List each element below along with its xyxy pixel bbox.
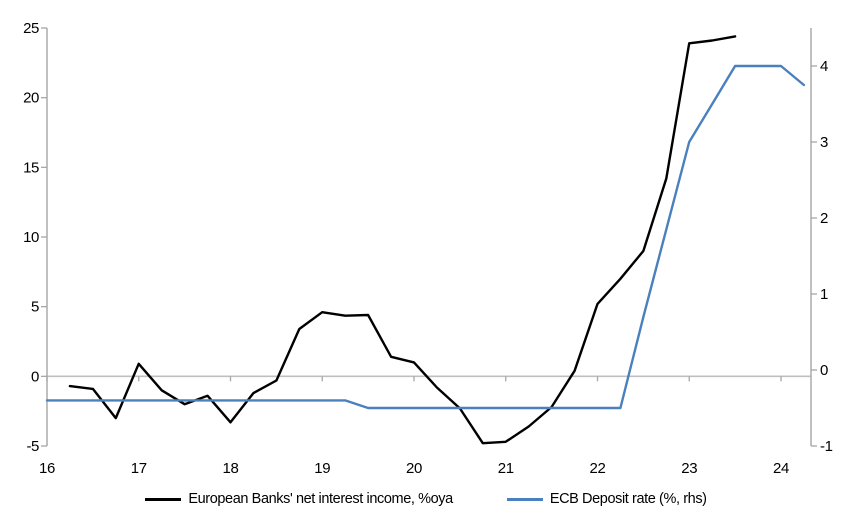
legend-item-net-interest-income: European Banks' net interest income, %oy…: [145, 491, 453, 507]
x-axis-tick-label: 18: [223, 460, 239, 477]
x-axis-tick-label: 23: [681, 460, 697, 477]
x-axis-tick-label: 21: [498, 460, 514, 477]
left-axis-tick-label: 20: [23, 90, 39, 107]
net-interest-income-line: [68, 35, 737, 445]
left-axis-tick-label: -5: [26, 438, 39, 455]
left-axis-tick-label: 0: [31, 368, 39, 385]
x-axis-tick-label: 20: [406, 460, 422, 477]
left-axis-tick-label: 15: [23, 159, 39, 176]
left-axis-tick-label: 10: [23, 229, 39, 246]
right-axis-tick-label: 4: [820, 58, 828, 75]
x-axis-tick-label: 19: [314, 460, 330, 477]
legend-item-ecb-deposit-rate: ECB Deposit rate (%, rhs): [506, 491, 707, 507]
ecb-deposit-rate-line: [45, 64, 806, 410]
blue-line-sample-icon: [506, 497, 543, 501]
x-axis-tick-label: 16: [39, 460, 55, 477]
left-axis-tick-label: 5: [31, 299, 39, 316]
right-axis-tick-label: 2: [820, 210, 828, 227]
right-axis-tick-label: 0: [820, 362, 828, 379]
black-line-sample-icon: [145, 497, 182, 501]
right-axis-tick-label: 3: [820, 134, 828, 151]
chart-legend: European Banks' net interest income, %oy…: [0, 487, 852, 511]
x-axis-tick-label: 17: [131, 460, 147, 477]
x-axis-tick-label: 24: [773, 460, 789, 477]
left-axis-tick-label: 25: [23, 20, 39, 37]
x-axis-tick-label: 22: [590, 460, 606, 477]
right-axis-tick-label: 1: [820, 286, 828, 303]
right-axis-tick-label: -1: [820, 438, 833, 455]
legend-label-ecb-deposit-rate: ECB Deposit rate (%, rhs): [549, 491, 707, 507]
legend-label-net-interest-income: European Banks' net interest income, %oy…: [188, 491, 453, 507]
